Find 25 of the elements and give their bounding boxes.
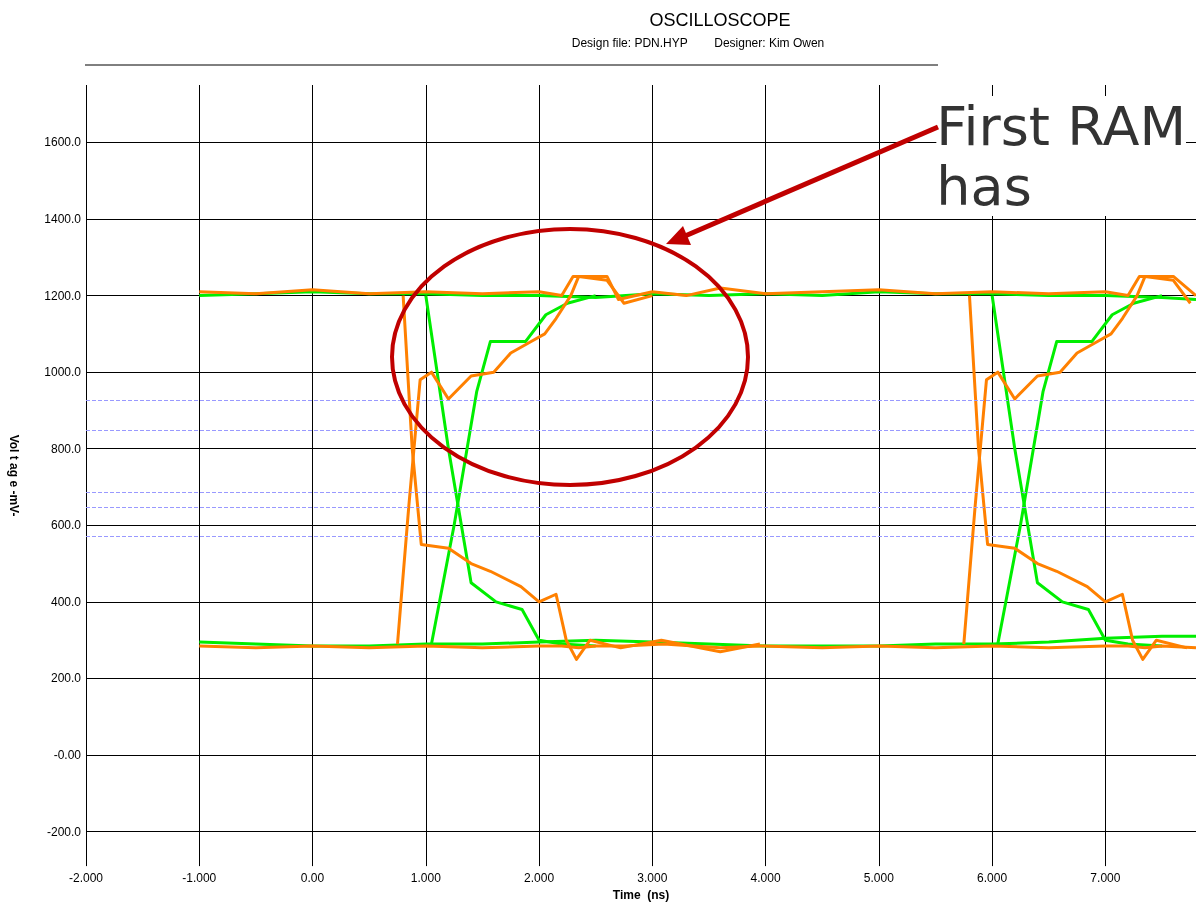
x-tick-label: 2.000	[524, 871, 555, 886]
y-tick-label: 1400.0	[44, 212, 82, 227]
x-tick-label: 4.000	[750, 871, 781, 886]
y-tick-label: 1600.0	[44, 135, 82, 150]
chart-title: OSCILLOSCOPE	[649, 10, 791, 30]
y-tick-label: 1000.0	[44, 365, 82, 380]
chart-subtitle: Design file: PDN.HYP Designer: Kim Owen	[571, 36, 825, 50]
x-tick-label: 7.000	[1090, 871, 1121, 886]
y-tick-label: -200.0	[46, 824, 82, 839]
x-tick-label: 6.000	[977, 871, 1008, 886]
x-tick-label: 1.000	[410, 871, 442, 886]
x-axis-title: Time (ns)	[612, 888, 670, 902]
x-tick-label: 5.000	[863, 871, 895, 886]
y-tick-label: 600.0	[50, 518, 82, 533]
x-tick-label: 0.00	[300, 871, 325, 886]
y-tick-label: 800.0	[50, 441, 82, 456]
x-tick-label: 3.000	[637, 871, 668, 886]
x-tick-label: -1.000	[182, 871, 217, 886]
y-axis-title: Vol t ag e -mV-	[7, 434, 21, 517]
y-tick-label: 200.0	[50, 671, 82, 686]
y-tick-label: 400.0	[50, 594, 82, 609]
annotation: First RAM has	[936, 94, 1186, 218]
y-tick-label: 1200.0	[44, 288, 82, 303]
x-tick-label: -2.000	[68, 871, 104, 886]
y-tick-label: -0.00	[53, 748, 82, 763]
